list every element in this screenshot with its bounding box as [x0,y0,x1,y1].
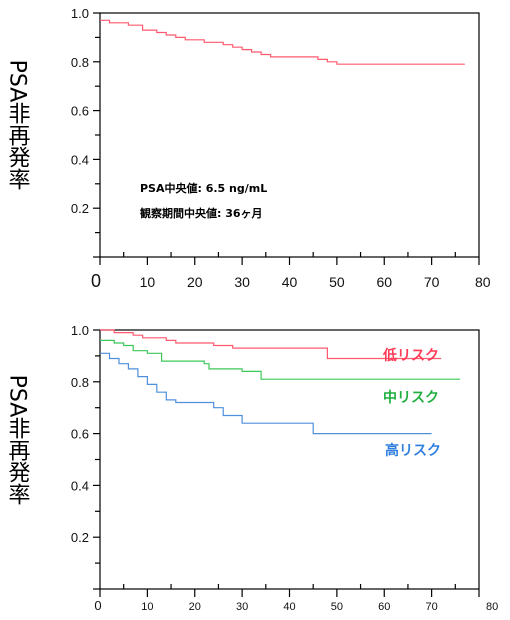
bottom-x-tick-label: 40 [283,601,295,613]
top-x-tick-label: 0 [91,271,101,291]
bottom-series-group [100,329,461,435]
bottom-x-tick-label: 10 [141,601,153,613]
bottom-x-tick-label: 0 [94,598,101,613]
top-series-line-0 [100,19,465,65]
top-series-group [100,19,465,65]
bottom-y-tick-label: 0.4 [71,478,89,493]
bottom-x-tick-label: 50 [331,601,343,613]
top-x-tick-label: 30 [234,274,250,290]
bottom-series-line-0 [100,329,442,360]
top-psa-median-note: PSA中央値: 6.5 ng/mL [140,181,267,195]
top-x-axis: 0 10 20 30 40 50 60 70 80 [91,252,491,291]
bottom-x-tick-label: 70 [426,601,438,613]
bottom-x-tick-label: 80 [486,601,498,613]
top-y-axis: 0.2 0.4 0.6 0.8 1.0 [71,6,100,258]
bottom-chart-panel: PSA非再発率 0.2 0.4 0.6 0.8 1.0 0 10 20 30 40 50 60 70 8… [5,323,499,613]
top-plot-frame [99,12,480,258]
bottom-series-line-2 [100,352,432,435]
legend-low-risk: 低リスク [382,347,439,364]
bottom-y-tick-label: 0.6 [71,427,89,442]
top-x-tick-label: 10 [140,274,156,290]
bottom-y-axis-title: PSA非再発率 [5,375,31,506]
legend-mid-risk: 中リスク [383,389,439,406]
top-y-axis-title: PSA非再発率 [5,60,31,191]
bottom-plot-frame [99,329,480,590]
bottom-y-axis: 0.2 0.4 0.6 0.8 1.0 [71,323,100,590]
top-x-tick-label: 80 [475,274,491,290]
legend-high-risk: 高リスク [385,442,441,459]
bottom-series-line-1 [100,339,461,380]
bottom-y-tick-label: 0.8 [71,375,89,390]
top-y-tick-label: 0.6 [71,104,89,119]
bottom-x-axis: 0 10 20 30 40 50 60 70 80 [94,584,498,613]
top-chart-panel: PSA非再発率 0.2 0.4 0.6 0.8 1.0 0 10 20 30 40 50 60 70 8… [5,6,491,291]
top-followup-median-note: 観察期間中央値: 36ヶ月 [140,206,263,220]
top-x-tick-label: 60 [376,274,392,290]
top-x-tick-label: 40 [282,274,298,290]
bottom-y-tick-label: 0.2 [71,530,89,545]
top-y-tick-label: 1.0 [71,6,89,21]
bottom-x-tick-label: 60 [378,601,390,613]
top-x-tick-label: 20 [187,274,203,290]
bottom-x-tick-label: 30 [236,601,248,613]
top-y-tick-label: 0.4 [71,152,89,167]
top-y-tick-label: 0.2 [71,201,89,216]
bottom-y-tick-label: 1.0 [71,323,89,338]
top-x-tick-label: 70 [424,274,440,290]
top-x-tick-label: 50 [329,274,345,290]
bottom-x-tick-label: 20 [189,601,201,613]
top-y-tick-label: 0.8 [71,55,89,70]
